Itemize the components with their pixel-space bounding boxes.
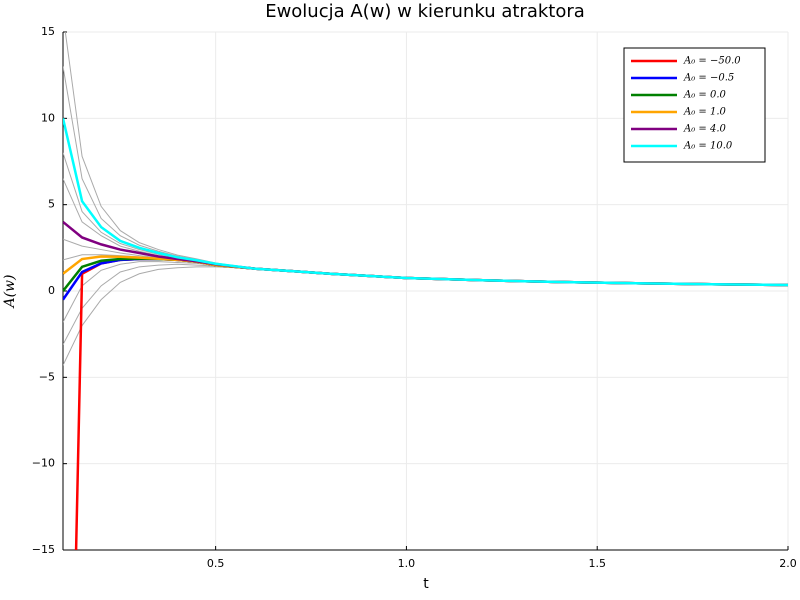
series-line [74,257,788,550]
legend-label: A₀ = 10.0 [683,141,733,152]
y-tick-label: 10 [41,111,55,124]
x-tick-label: 0.5 [207,557,225,570]
background-line [63,261,788,323]
background-line [63,152,788,286]
series-line [63,257,788,292]
series-line [63,255,788,287]
legend-box [623,47,766,163]
y-tick-label: −10 [32,457,55,470]
legend-label: A₀ = −0.5 [683,73,734,84]
x-tick-label: 1.5 [588,557,606,570]
y-tick-label: −5 [39,370,55,383]
x-tick-label: 2.0 [779,557,797,570]
x-tick-label: 1.0 [398,557,416,570]
x-axis-label: t [423,576,429,592]
plot-area [63,32,788,550]
legend-label: A₀ = 4.0 [683,124,727,135]
background-line [63,266,788,366]
chart-title: Ewolucja A(w) w kierunku atraktora [265,1,585,22]
y-tick-label: 0 [48,284,55,297]
y-tick-label: 15 [41,25,55,38]
legend-label: A₀ = −50.0 [683,56,741,67]
background-line [63,178,788,286]
legend-label: A₀ = 0.0 [683,90,727,101]
legend-label: A₀ = 1.0 [683,107,727,118]
y-tick-label: 5 [48,198,55,211]
background-line [63,263,788,345]
series-line [63,118,788,287]
y-tick-label: −15 [32,543,55,556]
y-axis-label: A(w) [2,274,18,309]
